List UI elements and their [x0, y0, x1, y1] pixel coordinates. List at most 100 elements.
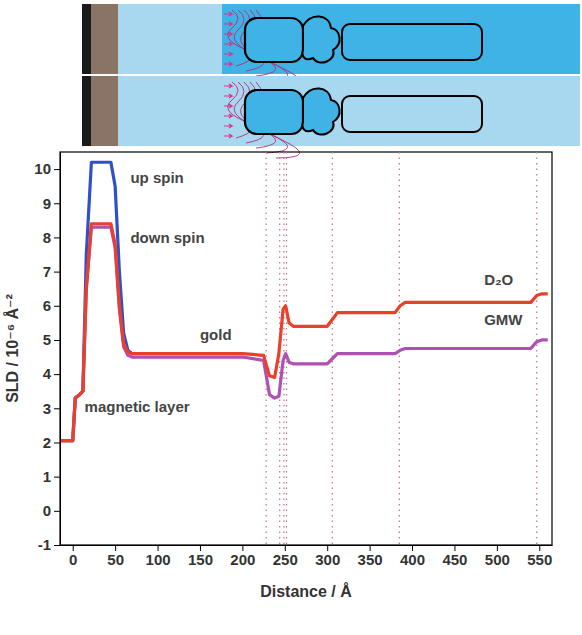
x-tick: 500 [485, 545, 510, 568]
y-tick-label: -1 [38, 536, 51, 553]
arrow [224, 124, 232, 128]
x-tick: 50 [107, 545, 124, 568]
solvent-region [222, 4, 580, 74]
protein-domain [302, 16, 339, 62]
y-tick-label: 5 [43, 331, 51, 348]
y-tick: 9 [43, 195, 60, 212]
y-tick-label: 10 [34, 160, 51, 177]
y-tick-mark [54, 442, 60, 443]
sld-line [60, 224, 548, 441]
x-tick-label: 100 [146, 551, 171, 568]
x-tick-label: 350 [358, 551, 383, 568]
x-axis-title: Distance / Å [260, 582, 352, 600]
interface-line [266, 152, 267, 545]
arrow [224, 84, 232, 88]
x-tick-label: 450 [442, 551, 467, 568]
figure: 0 50 100 150 200 250 300 350 400 450 500 550 -1 0 1 2 3 4… [0, 0, 582, 635]
sld-line [60, 227, 548, 441]
x-tick: 250 [273, 545, 298, 568]
y-axis-title: SLD / 10⁻⁶ Å⁻² [3, 294, 21, 403]
x-tick: 550 [527, 545, 552, 568]
y-tick-mark [54, 545, 60, 546]
y-tick-mark [54, 374, 60, 375]
x-tick-label: 150 [188, 551, 213, 568]
interface-line [283, 152, 284, 545]
x-tick-label: 550 [527, 551, 552, 568]
x-tick-label: 50 [107, 551, 124, 568]
interface-line [536, 152, 537, 545]
annotation: magnetic layer [85, 398, 190, 415]
arrow [224, 52, 232, 56]
y-tick: 3 [43, 400, 60, 417]
arrow [224, 62, 232, 66]
x-tick: 300 [315, 545, 340, 568]
x-tick: 200 [230, 545, 255, 568]
interface-line [286, 152, 287, 545]
x-tick: 350 [358, 545, 383, 568]
arrow [224, 134, 232, 138]
y-tick-mark [54, 237, 60, 238]
x-tick-label: 200 [230, 551, 255, 568]
y-tick-label: 2 [43, 434, 51, 451]
x-tick: 400 [400, 545, 425, 568]
x-tick: 450 [442, 545, 467, 568]
magnetic-layer-band [91, 4, 118, 74]
arrow [224, 12, 232, 16]
y-tick-label: 0 [43, 502, 51, 519]
substrate-layer [82, 76, 91, 146]
buffer-layer [118, 4, 580, 74]
substrate-layer [82, 4, 91, 74]
x-tick-label: 500 [485, 551, 510, 568]
x-axis-line [61, 545, 553, 546]
y-tick-mark [54, 477, 60, 478]
y-tick-mark [54, 340, 60, 341]
arrow [224, 22, 232, 26]
interface-line [399, 152, 400, 545]
plot-frame [60, 152, 552, 545]
x-axis: 0 50 100 150 200 250 300 350 400 450 500 550 [61, 545, 553, 568]
annotation: gold [200, 326, 232, 343]
y-tick-mark [54, 408, 60, 409]
series-label: GMW [484, 311, 523, 328]
schematic [82, 4, 580, 158]
y-tick: 0 [43, 502, 60, 519]
y-tick-label: 1 [43, 468, 51, 485]
magnetic-layer-band [91, 76, 118, 146]
y-tick-mark [54, 306, 60, 307]
y-tick: 1 [43, 468, 60, 485]
y-tick-label: 9 [43, 195, 51, 212]
y-axis: -1 0 1 2 3 4 5 6 7 8 9 10 [34, 153, 60, 554]
y-axis-line [60, 153, 61, 546]
arrow [224, 114, 232, 118]
y-tick-label: 8 [43, 229, 51, 246]
y-tick: 2 [43, 434, 60, 451]
y-tick: 4 [43, 365, 60, 382]
y-tick: 10 [34, 160, 60, 177]
plot-area [60, 152, 548, 545]
x-tick-label: 250 [273, 551, 298, 568]
buffer-layer [118, 76, 580, 146]
y-tick-label: 7 [43, 263, 51, 280]
x-tick-label: 0 [69, 551, 77, 568]
protein-domain [342, 96, 482, 132]
y-tick-label: 3 [43, 400, 51, 417]
series-label: up spin [130, 169, 183, 186]
y-tick: 6 [43, 297, 60, 314]
protein-domain [245, 18, 303, 62]
y-tick-label: 4 [43, 365, 52, 382]
y-tick: -1 [38, 536, 60, 553]
protein-domain [302, 88, 339, 134]
series-label: D₂O [484, 271, 513, 288]
y-tick: 7 [43, 263, 60, 280]
y-tick-label: 6 [43, 297, 51, 314]
protein-domain [245, 90, 303, 134]
x-tick-label: 300 [315, 551, 340, 568]
x-tick: 150 [188, 545, 213, 568]
y-tick-mark [54, 511, 60, 512]
interface-line [332, 152, 333, 545]
y-tick-mark [54, 169, 60, 170]
x-tick-label: 400 [400, 551, 425, 568]
y-tick: 8 [43, 229, 60, 246]
x-tick: 100 [146, 545, 171, 568]
protein-domain [342, 24, 482, 60]
